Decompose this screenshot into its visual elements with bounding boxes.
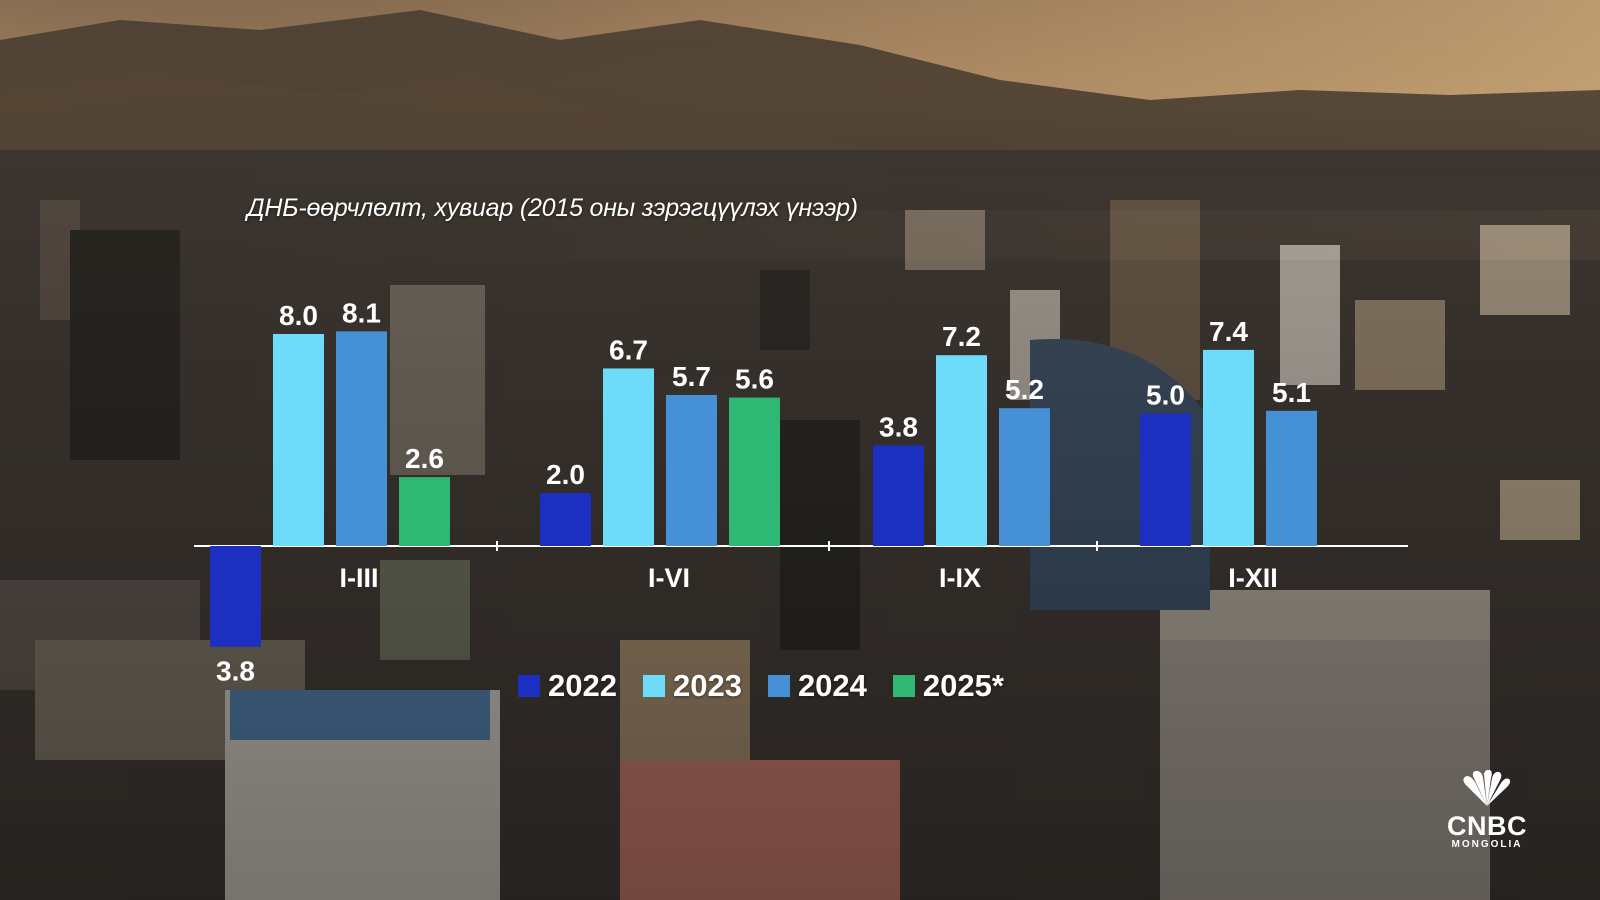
category-label: I-VI bbox=[648, 563, 690, 593]
bar-2023 bbox=[936, 355, 987, 546]
legend-swatch-2022 bbox=[518, 675, 540, 697]
logo-brand: CNBC bbox=[1447, 811, 1527, 841]
data-label: 5.6 bbox=[735, 364, 774, 395]
data-label: 5.0 bbox=[1146, 380, 1185, 411]
legend-label-2025: 2025* bbox=[922, 668, 1004, 703]
peacock-icon bbox=[1463, 769, 1511, 806]
data-label: 5.2 bbox=[1005, 374, 1044, 405]
legend-item-2025: 2025* bbox=[892, 668, 1004, 704]
bar-2024 bbox=[666, 394, 717, 546]
legend-label-2024: 2024 bbox=[797, 668, 867, 703]
legend-swatch-2023 bbox=[642, 675, 665, 697]
data-label: 8.1 bbox=[342, 297, 381, 328]
legend-swatch-2025 bbox=[892, 675, 915, 697]
chart-subtitle: ДНБ-өөрчлөлт, хувиар (2015 оны зэрэгцүүл… bbox=[247, 194, 858, 222]
category-label: I-III bbox=[340, 563, 379, 593]
data-label: 3.8 bbox=[879, 411, 918, 442]
category-label: I-XII bbox=[1228, 563, 1278, 593]
legend-item-2024: 2024 bbox=[767, 668, 867, 704]
data-label: 8.0 bbox=[279, 300, 318, 331]
data-label: 6.7 bbox=[609, 334, 648, 365]
bar-2025 bbox=[729, 397, 780, 546]
bar-2022 bbox=[540, 493, 591, 546]
bar-2022 bbox=[210, 546, 261, 647]
bar-2024 bbox=[1266, 410, 1317, 546]
legend-item-2023: 2023 bbox=[642, 668, 742, 704]
bar-2024 bbox=[999, 408, 1050, 546]
chart-legend: 2022 2023 2024 2025* bbox=[518, 668, 1030, 704]
legend-item-2022: 2022 bbox=[518, 668, 617, 704]
category-label: I-IX bbox=[939, 563, 981, 593]
data-label: 7.4 bbox=[1209, 316, 1248, 347]
data-label: 2.6 bbox=[405, 443, 444, 474]
legend-label-2023: 2023 bbox=[672, 668, 742, 703]
data-label: 3.8 bbox=[216, 656, 255, 687]
legend-label-2022: 2022 bbox=[548, 668, 617, 703]
bar-2022 bbox=[873, 445, 924, 546]
bar-2023 bbox=[1203, 349, 1254, 546]
data-label: 5.1 bbox=[1272, 377, 1311, 408]
bar-2023 bbox=[603, 368, 654, 546]
bar-2022 bbox=[1140, 413, 1191, 546]
data-label: 7.2 bbox=[942, 321, 981, 352]
bar-2023 bbox=[273, 334, 324, 546]
bar-2025 bbox=[399, 477, 450, 546]
cnbc-mongolia-logo: CNBC MONGOLIA bbox=[1437, 769, 1537, 850]
legend-swatch-2024 bbox=[767, 675, 790, 697]
bar-2024 bbox=[336, 331, 387, 546]
data-label: 2.0 bbox=[546, 459, 585, 490]
logo-sub: MONGOLIA bbox=[1451, 839, 1523, 850]
data-label: 5.7 bbox=[672, 361, 711, 392]
